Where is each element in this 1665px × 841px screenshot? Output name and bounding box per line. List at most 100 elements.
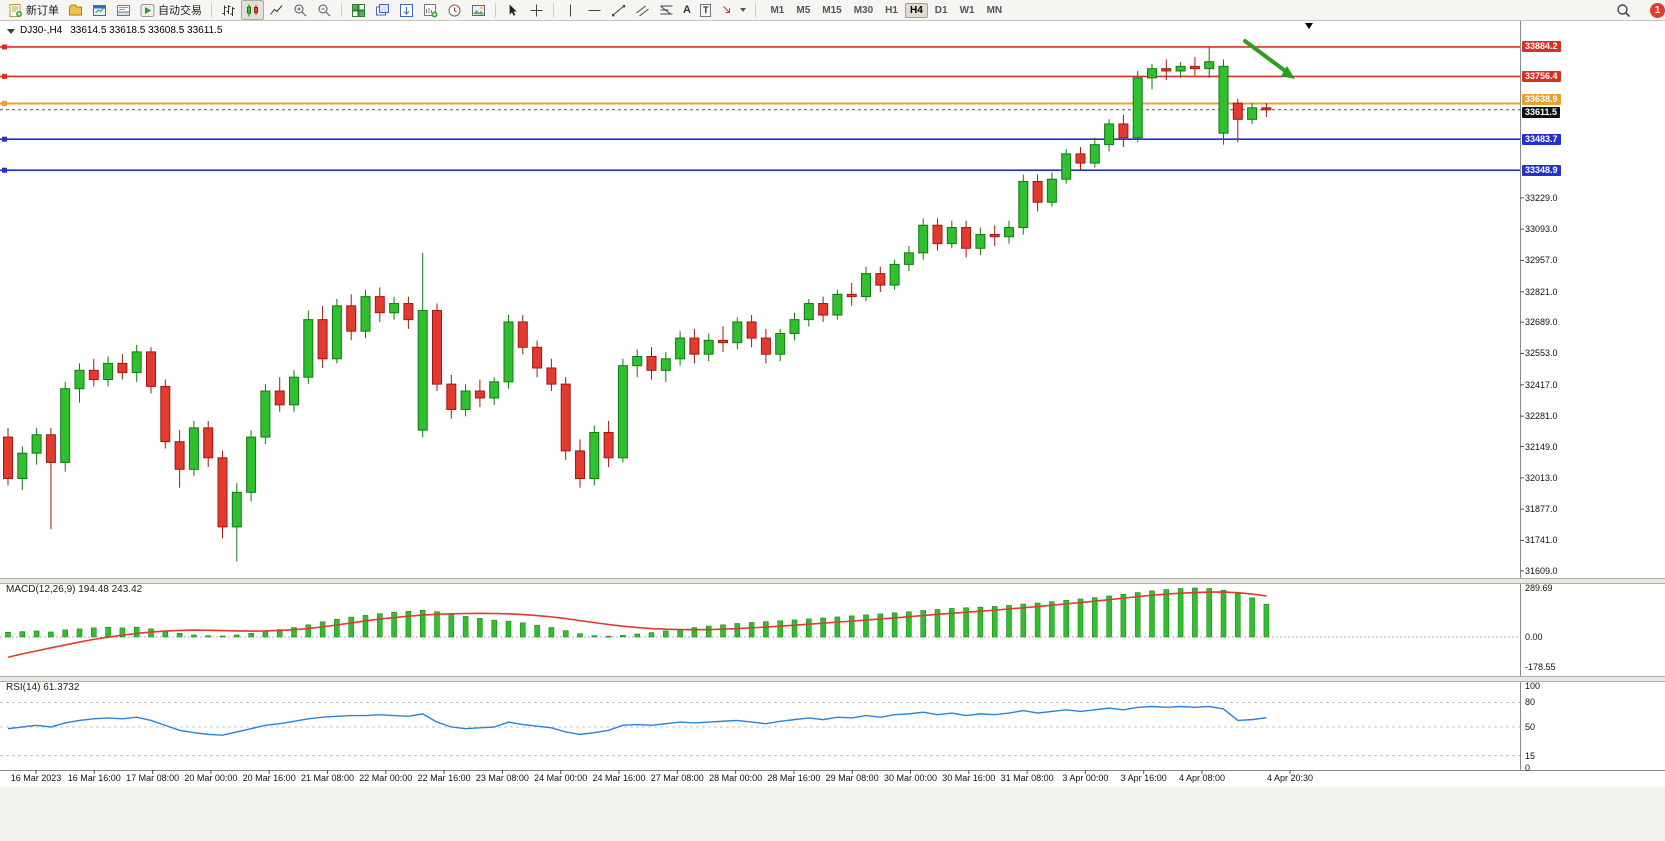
candle bbox=[746, 321, 757, 339]
time-axis-label: 28 Mar 16:00 bbox=[767, 773, 821, 783]
candle bbox=[146, 351, 156, 387]
candlestick-chart-button[interactable] bbox=[241, 0, 264, 20]
candle bbox=[632, 355, 643, 367]
candle bbox=[589, 431, 600, 480]
zoom-out-icon bbox=[318, 4, 331, 16]
rsi-label: RSI(14) 61.3732 bbox=[6, 682, 80, 693]
period-button[interactable] bbox=[443, 0, 466, 20]
arrange-windows-button[interactable] bbox=[395, 0, 418, 20]
chart-canvas[interactable] bbox=[0, 21, 1665, 841]
macd-signal-line bbox=[7, 591, 1267, 659]
cascade-windows-button[interactable] bbox=[371, 0, 394, 20]
candle bbox=[474, 390, 485, 399]
timeframe-W1[interactable]: W1 bbox=[959, 4, 975, 16]
timeframe-MN[interactable]: MN bbox=[986, 4, 1003, 16]
candle bbox=[260, 390, 271, 438]
terminal-icon bbox=[117, 4, 130, 16]
bar-chart-button[interactable] bbox=[217, 0, 240, 20]
candle bbox=[274, 390, 285, 406]
candle bbox=[1118, 123, 1129, 139]
candle bbox=[489, 381, 500, 399]
bar-chart-icon bbox=[222, 4, 235, 16]
candle bbox=[1032, 180, 1043, 203]
candle bbox=[975, 233, 986, 249]
timeframe-M15[interactable]: M15 bbox=[822, 4, 842, 16]
panel-separator[interactable] bbox=[0, 676, 1665, 682]
candle bbox=[546, 367, 557, 385]
price-axis-label: 32957.0 bbox=[1525, 255, 1558, 266]
bottom-margin bbox=[0, 787, 1665, 841]
new-order-button[interactable]: 新订单 bbox=[4, 0, 63, 20]
label-tool-button[interactable]: T bbox=[696, 0, 716, 20]
candle bbox=[1189, 65, 1200, 70]
candle bbox=[617, 365, 628, 459]
annotation-arrow[interactable] bbox=[1243, 39, 1295, 79]
candle bbox=[846, 293, 857, 298]
price-axis-label: 31741.0 bbox=[1525, 535, 1558, 546]
timeframe-H1[interactable]: H1 bbox=[885, 4, 898, 16]
trendline-button[interactable] bbox=[607, 0, 630, 20]
search-button[interactable] bbox=[1612, 0, 1635, 20]
timeframe-H4[interactable]: H4 bbox=[904, 2, 928, 18]
zoom-in-button[interactable] bbox=[289, 0, 312, 20]
chart-shift-marker[interactable] bbox=[1305, 23, 1313, 29]
candle bbox=[875, 273, 886, 286]
candle bbox=[1161, 68, 1172, 72]
crosshair-button[interactable] bbox=[525, 0, 548, 20]
price-axis-label: 32821.0 bbox=[1525, 286, 1558, 297]
one-click-trading-toggle[interactable] bbox=[7, 29, 15, 34]
timeframe-D1[interactable]: D1 bbox=[934, 4, 948, 16]
new-chart-button[interactable] bbox=[419, 0, 442, 20]
line-handle[interactable] bbox=[2, 44, 7, 50]
timeframe-M30[interactable]: M30 bbox=[853, 4, 874, 16]
zoom-out-button[interactable] bbox=[313, 0, 336, 20]
chevron-down-icon bbox=[740, 8, 747, 12]
line-handle[interactable] bbox=[2, 167, 7, 173]
arrows-tool-button[interactable] bbox=[716, 0, 750, 20]
line-handle[interactable] bbox=[2, 100, 7, 106]
text-tool-button[interactable]: A bbox=[679, 0, 695, 20]
candle bbox=[1232, 102, 1243, 120]
time-axis-label: 21 Mar 08:00 bbox=[300, 773, 355, 783]
line-handle[interactable] bbox=[2, 73, 7, 79]
candle bbox=[74, 369, 85, 390]
panel-separator[interactable] bbox=[0, 578, 1665, 584]
snapshot-button[interactable] bbox=[467, 0, 490, 20]
chart-area[interactable]: DJ30-,H4 33614.5 33618.5 33608.5 33611.5 … bbox=[0, 21, 1665, 841]
line-chart-button[interactable] bbox=[265, 0, 288, 20]
candle bbox=[374, 296, 385, 314]
candle bbox=[775, 332, 786, 355]
candle bbox=[932, 224, 943, 245]
timeframe-selector: M1 M5 M15 M30 H1 H4 D1 W1 MN bbox=[765, 2, 1007, 18]
time-axis-label: 27 Mar 08:00 bbox=[650, 773, 704, 783]
fibonacci-button[interactable] bbox=[655, 0, 678, 20]
profiles-button[interactable] bbox=[64, 0, 87, 20]
horizontal-line-button[interactable] bbox=[583, 0, 606, 20]
vertical-line-button[interactable] bbox=[559, 0, 582, 20]
terminal-button[interactable] bbox=[112, 0, 135, 20]
rsi-axis-label: 50 bbox=[1525, 722, 1536, 732]
time-axis-label: 4 Apr 08:00 bbox=[1178, 773, 1226, 783]
channel-button[interactable] bbox=[631, 0, 654, 20]
charts-button[interactable] bbox=[88, 0, 111, 20]
candle bbox=[346, 305, 357, 332]
price-axis-label: 32281.0 bbox=[1525, 411, 1558, 422]
time-axis-label: 4 Apr 20:30 bbox=[1266, 773, 1314, 783]
candle bbox=[45, 434, 56, 463]
toolbar-separator bbox=[211, 3, 212, 17]
candle bbox=[246, 436, 257, 493]
candle bbox=[503, 321, 514, 383]
candle bbox=[117, 362, 128, 374]
auto-trading-button[interactable]: 自动交易 bbox=[136, 0, 206, 20]
candle bbox=[231, 491, 242, 528]
line-handle[interactable] bbox=[2, 136, 7, 142]
timeframe-M5[interactable]: M5 bbox=[796, 4, 811, 16]
candle bbox=[60, 388, 71, 463]
cursor-button[interactable] bbox=[501, 0, 524, 20]
timeframe-M1[interactable]: M1 bbox=[770, 4, 785, 16]
notification-badge[interactable]: 1 bbox=[1650, 2, 1665, 18]
label-tool-icon: T bbox=[699, 3, 712, 17]
candle bbox=[718, 339, 728, 344]
tile-windows-button[interactable] bbox=[347, 0, 370, 20]
